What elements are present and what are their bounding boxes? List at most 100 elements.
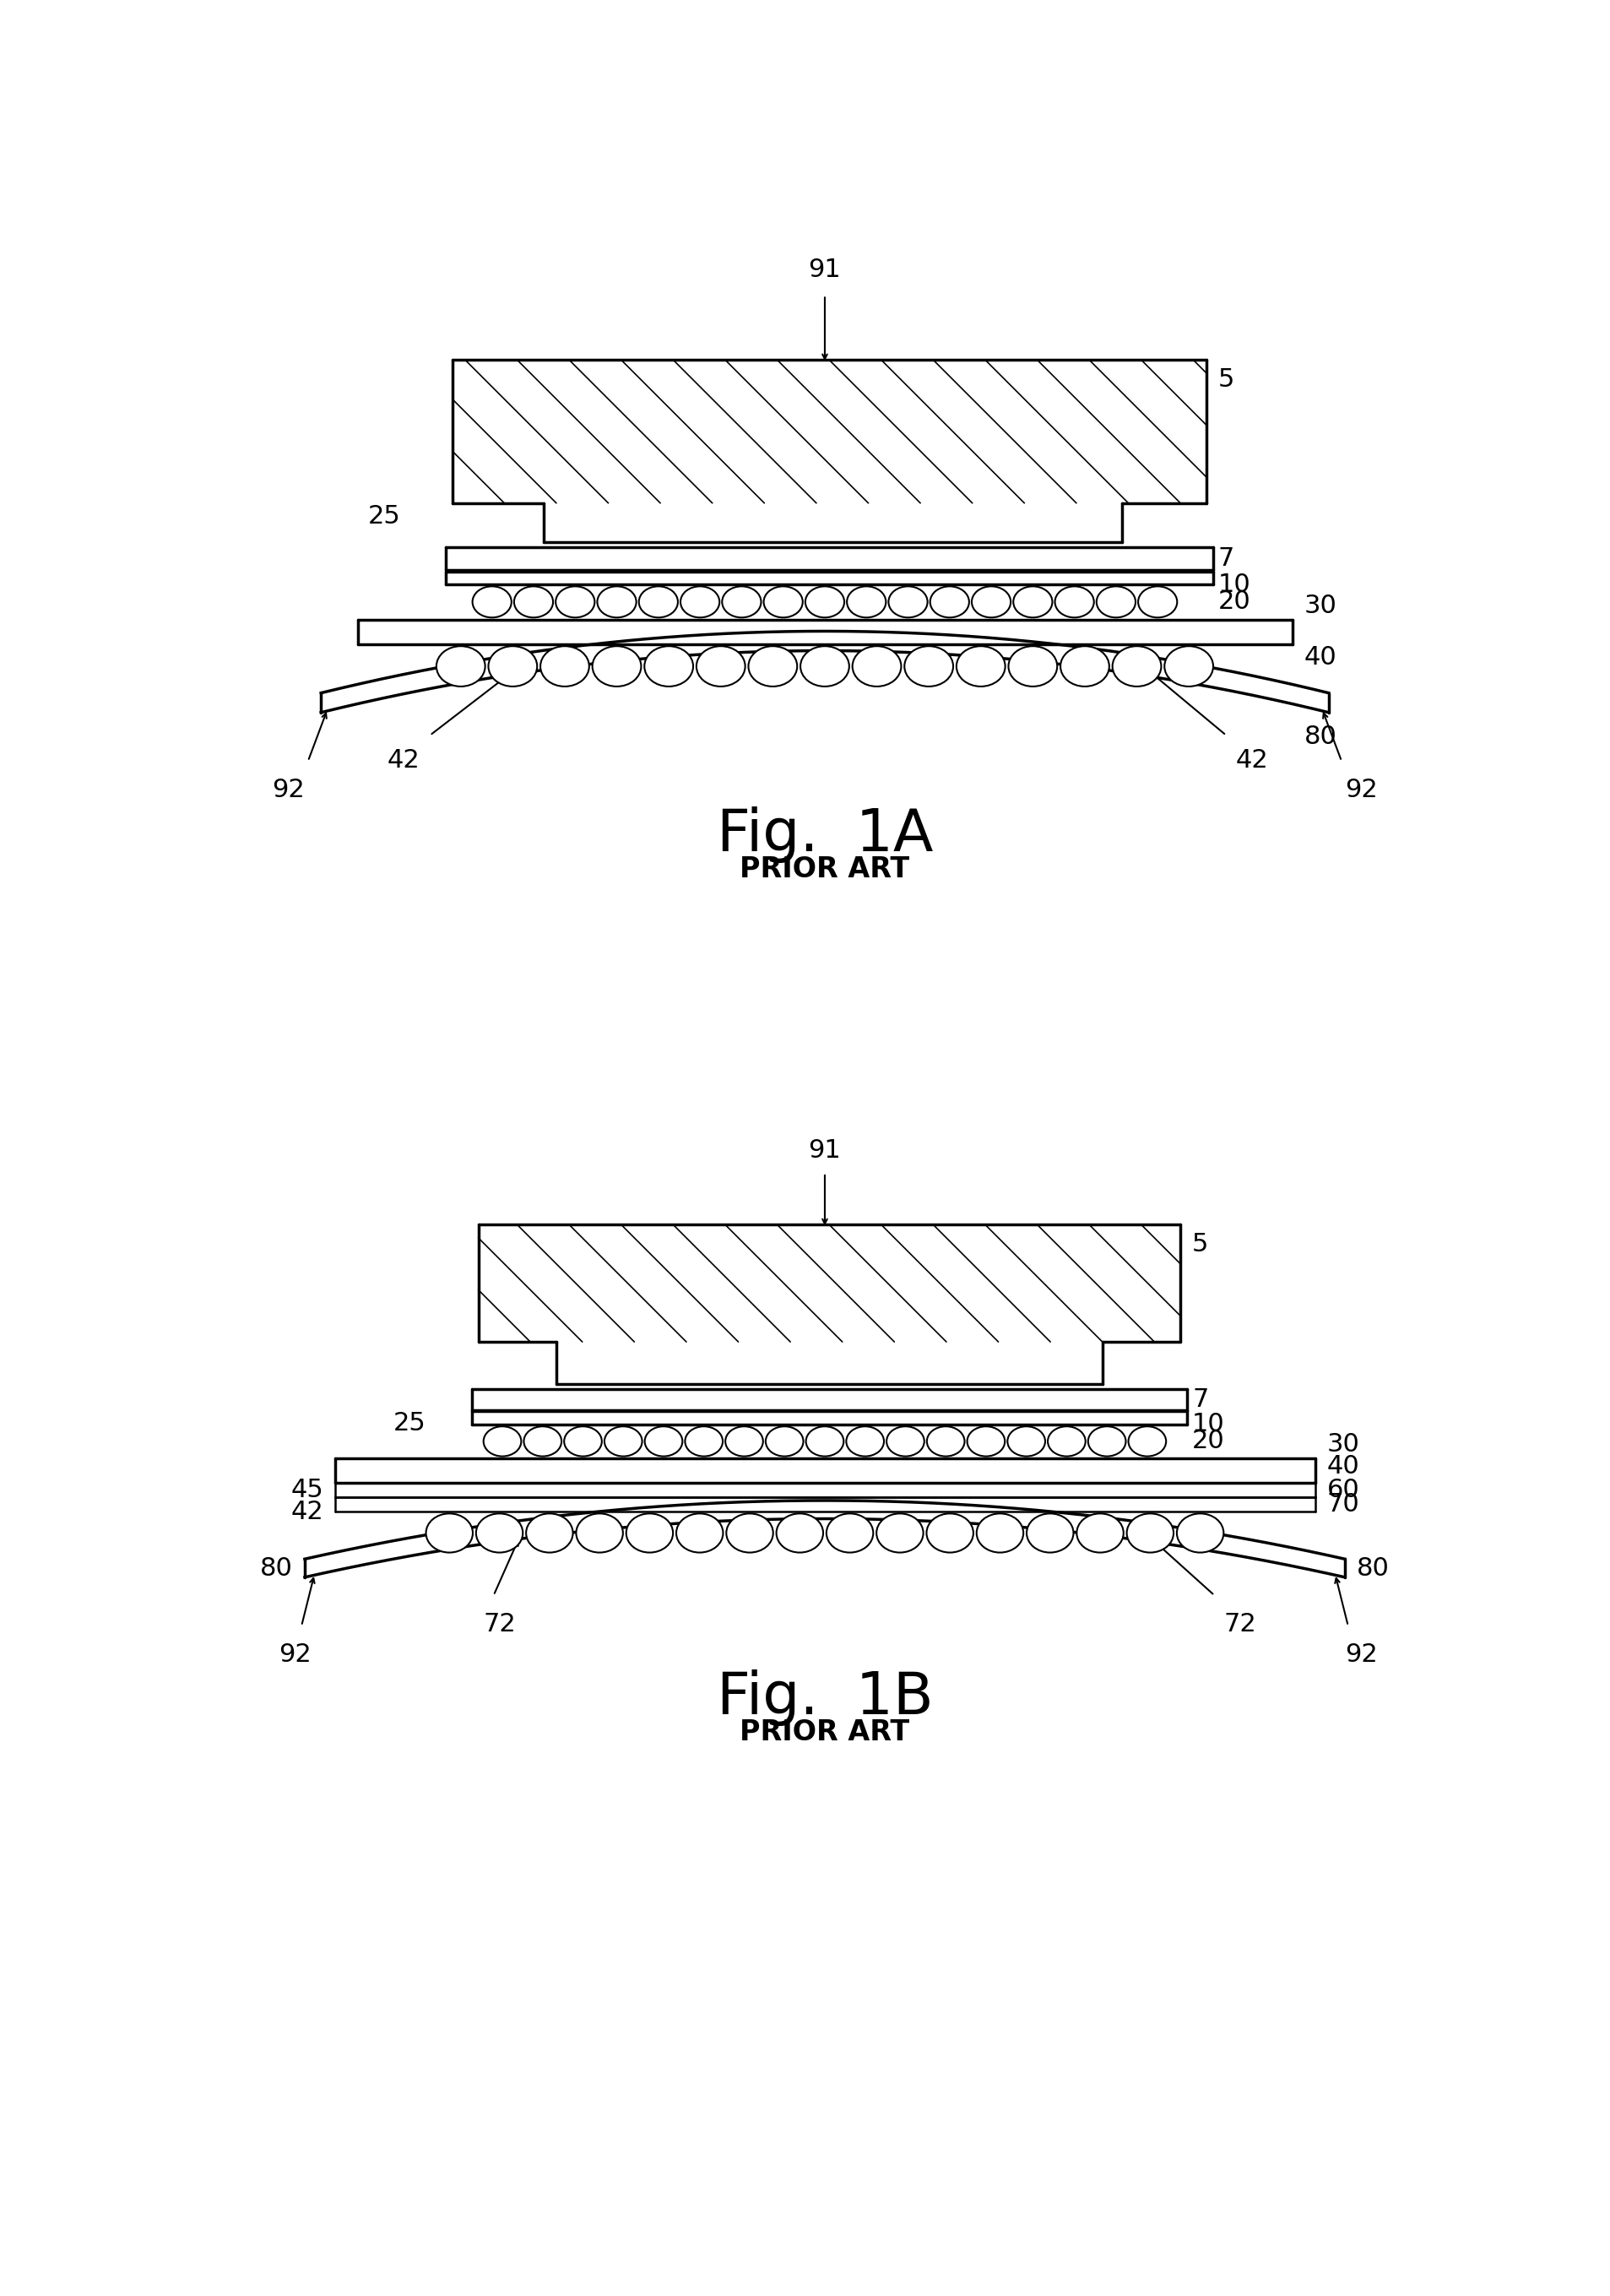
Ellipse shape <box>427 1513 473 1552</box>
Ellipse shape <box>1013 585 1053 618</box>
Text: 30: 30 <box>1327 1433 1359 1458</box>
Ellipse shape <box>555 585 594 618</box>
Text: 5: 5 <box>1219 367 1235 393</box>
Ellipse shape <box>541 645 589 687</box>
Ellipse shape <box>676 1513 723 1552</box>
Ellipse shape <box>681 585 720 618</box>
Text: 72: 72 <box>1224 1612 1257 1637</box>
Text: 60: 60 <box>1327 1479 1359 1502</box>
Text: PRIOR ART: PRIOR ART <box>741 856 910 884</box>
Text: 80: 80 <box>1357 1557 1389 1580</box>
Ellipse shape <box>1088 1426 1125 1456</box>
Ellipse shape <box>726 1426 763 1456</box>
Ellipse shape <box>926 1513 974 1552</box>
Ellipse shape <box>1129 1426 1166 1456</box>
Ellipse shape <box>488 645 538 687</box>
Ellipse shape <box>472 585 512 618</box>
Ellipse shape <box>626 1513 673 1552</box>
Ellipse shape <box>639 585 678 618</box>
Text: 91: 91 <box>808 257 840 282</box>
Text: 72: 72 <box>483 1612 517 1637</box>
Ellipse shape <box>523 1426 562 1456</box>
Text: PRIOR ART: PRIOR ART <box>741 1717 910 1747</box>
Ellipse shape <box>436 645 485 687</box>
Ellipse shape <box>726 1513 773 1552</box>
Ellipse shape <box>1008 645 1058 687</box>
Text: 10: 10 <box>1219 572 1251 597</box>
Ellipse shape <box>766 1426 803 1456</box>
Ellipse shape <box>968 1426 1005 1456</box>
Text: 42: 42 <box>291 1499 324 1525</box>
Text: 42: 42 <box>388 748 420 774</box>
Ellipse shape <box>604 1426 642 1456</box>
Ellipse shape <box>776 1513 823 1552</box>
Ellipse shape <box>1164 645 1214 687</box>
Ellipse shape <box>800 645 848 687</box>
Ellipse shape <box>807 1426 844 1456</box>
Ellipse shape <box>887 1426 924 1456</box>
Text: 25: 25 <box>393 1412 427 1435</box>
Text: 25: 25 <box>367 503 401 528</box>
Text: Fig.  1B: Fig. 1B <box>716 1669 934 1727</box>
Text: 45: 45 <box>291 1479 324 1502</box>
Ellipse shape <box>749 645 797 687</box>
Ellipse shape <box>1027 1513 1074 1552</box>
Ellipse shape <box>564 1426 602 1456</box>
Ellipse shape <box>956 645 1005 687</box>
Text: 92: 92 <box>279 1642 311 1667</box>
Text: 70: 70 <box>1327 1492 1359 1518</box>
Ellipse shape <box>1077 1513 1124 1552</box>
Ellipse shape <box>927 1426 964 1456</box>
Ellipse shape <box>576 1513 623 1552</box>
Text: 80: 80 <box>261 1557 293 1580</box>
Ellipse shape <box>644 645 694 687</box>
Ellipse shape <box>763 585 803 618</box>
Text: 40: 40 <box>1304 645 1336 670</box>
Text: 20: 20 <box>1219 590 1251 613</box>
Ellipse shape <box>723 585 762 618</box>
Ellipse shape <box>876 1513 923 1552</box>
Ellipse shape <box>905 645 953 687</box>
Ellipse shape <box>1055 585 1093 618</box>
Text: 30: 30 <box>1304 595 1336 618</box>
Ellipse shape <box>514 585 554 618</box>
Ellipse shape <box>1008 1426 1045 1456</box>
Ellipse shape <box>1127 1513 1174 1552</box>
Text: 20: 20 <box>1191 1428 1225 1453</box>
Text: 5: 5 <box>1191 1233 1209 1256</box>
Text: 40: 40 <box>1327 1453 1359 1479</box>
Text: 92: 92 <box>272 778 304 801</box>
Ellipse shape <box>1061 645 1109 687</box>
Ellipse shape <box>826 1513 873 1552</box>
Text: 7: 7 <box>1191 1387 1209 1412</box>
Ellipse shape <box>847 585 886 618</box>
Text: Fig.  1A: Fig. 1A <box>716 806 934 863</box>
Ellipse shape <box>592 645 641 687</box>
Ellipse shape <box>1096 585 1135 618</box>
Ellipse shape <box>1113 645 1161 687</box>
Ellipse shape <box>644 1426 683 1456</box>
Ellipse shape <box>972 585 1011 618</box>
Text: 80: 80 <box>1304 726 1336 748</box>
Ellipse shape <box>1138 585 1177 618</box>
Ellipse shape <box>889 585 927 618</box>
Text: 92: 92 <box>1344 778 1378 801</box>
Ellipse shape <box>526 1513 573 1552</box>
Text: 10: 10 <box>1191 1412 1225 1437</box>
Text: 91: 91 <box>808 1139 840 1164</box>
Ellipse shape <box>805 585 844 618</box>
Ellipse shape <box>1048 1426 1085 1456</box>
Ellipse shape <box>697 645 745 687</box>
Ellipse shape <box>847 1426 884 1456</box>
Text: 42: 42 <box>1236 748 1269 774</box>
Ellipse shape <box>852 645 902 687</box>
Ellipse shape <box>483 1426 522 1456</box>
Ellipse shape <box>597 585 636 618</box>
Text: 7: 7 <box>1219 546 1235 572</box>
Ellipse shape <box>977 1513 1024 1552</box>
Ellipse shape <box>477 1513 523 1552</box>
Ellipse shape <box>1177 1513 1224 1552</box>
Ellipse shape <box>684 1426 723 1456</box>
Ellipse shape <box>931 585 969 618</box>
Text: 92: 92 <box>1344 1642 1378 1667</box>
